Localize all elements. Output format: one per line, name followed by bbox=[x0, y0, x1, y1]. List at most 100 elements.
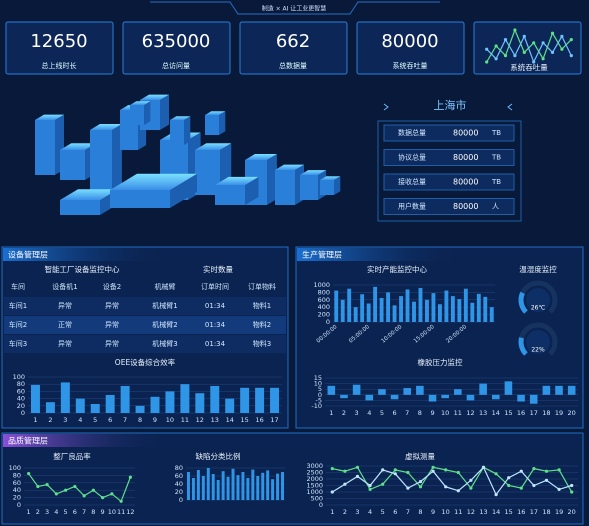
bar bbox=[379, 297, 384, 322]
bar bbox=[45, 402, 55, 413]
building-side bbox=[112, 124, 122, 200]
bar bbox=[378, 389, 386, 395]
x-tick-label: 7 bbox=[123, 416, 127, 424]
x-tick-label: 9 bbox=[101, 508, 105, 516]
bar bbox=[150, 396, 160, 413]
x-tick-label: 1 bbox=[330, 508, 334, 516]
gauge-face bbox=[526, 288, 550, 312]
x-tick-label: 19 bbox=[555, 508, 563, 516]
x-tick-label: 2 bbox=[342, 409, 346, 417]
x-tick-label: 15 bbox=[505, 508, 513, 516]
chart-title: OEE设备综合效率 bbox=[115, 357, 176, 367]
kpi-value: 12650 bbox=[30, 31, 87, 52]
point bbox=[45, 483, 49, 487]
panel-title: 生产管理层 bbox=[302, 250, 342, 260]
x-tick-label: 1 bbox=[33, 416, 37, 424]
bar bbox=[105, 395, 115, 413]
arrow-icon bbox=[507, 103, 513, 111]
y-tick-label: 15 bbox=[314, 374, 322, 382]
y-tick-label: 1500 bbox=[306, 482, 323, 490]
kpi-value: 80000 bbox=[381, 31, 438, 52]
bar bbox=[216, 480, 220, 500]
bar bbox=[225, 398, 235, 413]
line bbox=[486, 34, 572, 64]
bar bbox=[529, 394, 538, 404]
point bbox=[355, 465, 360, 469]
point bbox=[519, 469, 523, 473]
point bbox=[557, 468, 561, 472]
point bbox=[569, 54, 573, 58]
building-side bbox=[170, 120, 184, 145]
bar bbox=[255, 387, 265, 413]
bar bbox=[191, 478, 195, 500]
city-label: 用户数量 bbox=[398, 202, 426, 211]
bar bbox=[360, 294, 365, 322]
point bbox=[532, 41, 536, 45]
bar bbox=[261, 472, 265, 500]
x-tick-label: 14 bbox=[492, 508, 500, 516]
building-top bbox=[215, 176, 259, 185]
table-header: 设备机1 bbox=[52, 282, 77, 291]
point bbox=[444, 485, 448, 489]
point bbox=[393, 472, 397, 476]
x-tick-label: 17 bbox=[270, 416, 278, 424]
kpi-value: 635000 bbox=[142, 31, 211, 52]
point bbox=[532, 467, 536, 471]
table-cell: 物料1 bbox=[253, 301, 271, 310]
x-tick-label: 8 bbox=[138, 416, 142, 424]
x-tick-label: 9 bbox=[430, 409, 434, 417]
bar bbox=[373, 286, 378, 322]
bar bbox=[271, 479, 275, 500]
point bbox=[406, 470, 410, 475]
bar bbox=[567, 385, 576, 395]
bar bbox=[30, 384, 40, 413]
building-side bbox=[300, 175, 318, 200]
bar bbox=[241, 472, 245, 500]
bar bbox=[504, 381, 513, 395]
x-tick-label: 7 bbox=[405, 409, 409, 417]
bar bbox=[210, 386, 220, 413]
bar bbox=[90, 404, 100, 413]
building-side bbox=[215, 185, 245, 205]
gauge-label: 22% bbox=[531, 347, 545, 354]
table-cell: 异常 bbox=[105, 301, 119, 310]
y-tick-label: 40 bbox=[175, 480, 183, 488]
bar bbox=[441, 394, 449, 399]
point bbox=[532, 483, 536, 488]
bar bbox=[392, 305, 397, 322]
x-tick-label: 13 bbox=[479, 409, 487, 417]
point bbox=[91, 488, 95, 492]
bar bbox=[444, 290, 449, 322]
bar bbox=[266, 470, 270, 500]
city-unit: TB bbox=[491, 129, 501, 137]
y-tick-label: 60 bbox=[17, 387, 25, 395]
bar bbox=[236, 475, 240, 500]
point bbox=[64, 488, 68, 492]
point bbox=[418, 485, 423, 489]
y-tick-label: 0 bbox=[326, 318, 330, 326]
building-top bbox=[195, 143, 232, 150]
x-tick-label: 9 bbox=[153, 416, 157, 424]
city-row bbox=[383, 124, 515, 142]
point bbox=[494, 493, 498, 497]
point bbox=[330, 467, 334, 471]
bar bbox=[405, 289, 410, 322]
subtitle: 智能工厂设备监控中心 bbox=[45, 264, 120, 274]
panel-title: 设备管理层 bbox=[8, 250, 48, 260]
table-cell: 01:34 bbox=[205, 340, 226, 348]
x-tick-label: 3 bbox=[45, 508, 49, 516]
city-value: 80000 bbox=[453, 153, 478, 162]
kpi-label: 总上线时长 bbox=[42, 61, 77, 70]
point bbox=[522, 50, 526, 55]
x-tick-label: 4 bbox=[367, 409, 371, 417]
y-tick-label: -10 bbox=[311, 402, 322, 410]
y-tick-label: 20 bbox=[13, 494, 21, 502]
y-tick-label: 60 bbox=[13, 479, 21, 487]
building-top bbox=[275, 164, 304, 170]
panel-title-bar bbox=[3, 248, 163, 261]
bar bbox=[412, 301, 416, 322]
kpi-card bbox=[239, 21, 348, 75]
x-tick-label: 10 bbox=[442, 508, 450, 516]
point bbox=[513, 28, 517, 32]
point bbox=[557, 487, 561, 491]
